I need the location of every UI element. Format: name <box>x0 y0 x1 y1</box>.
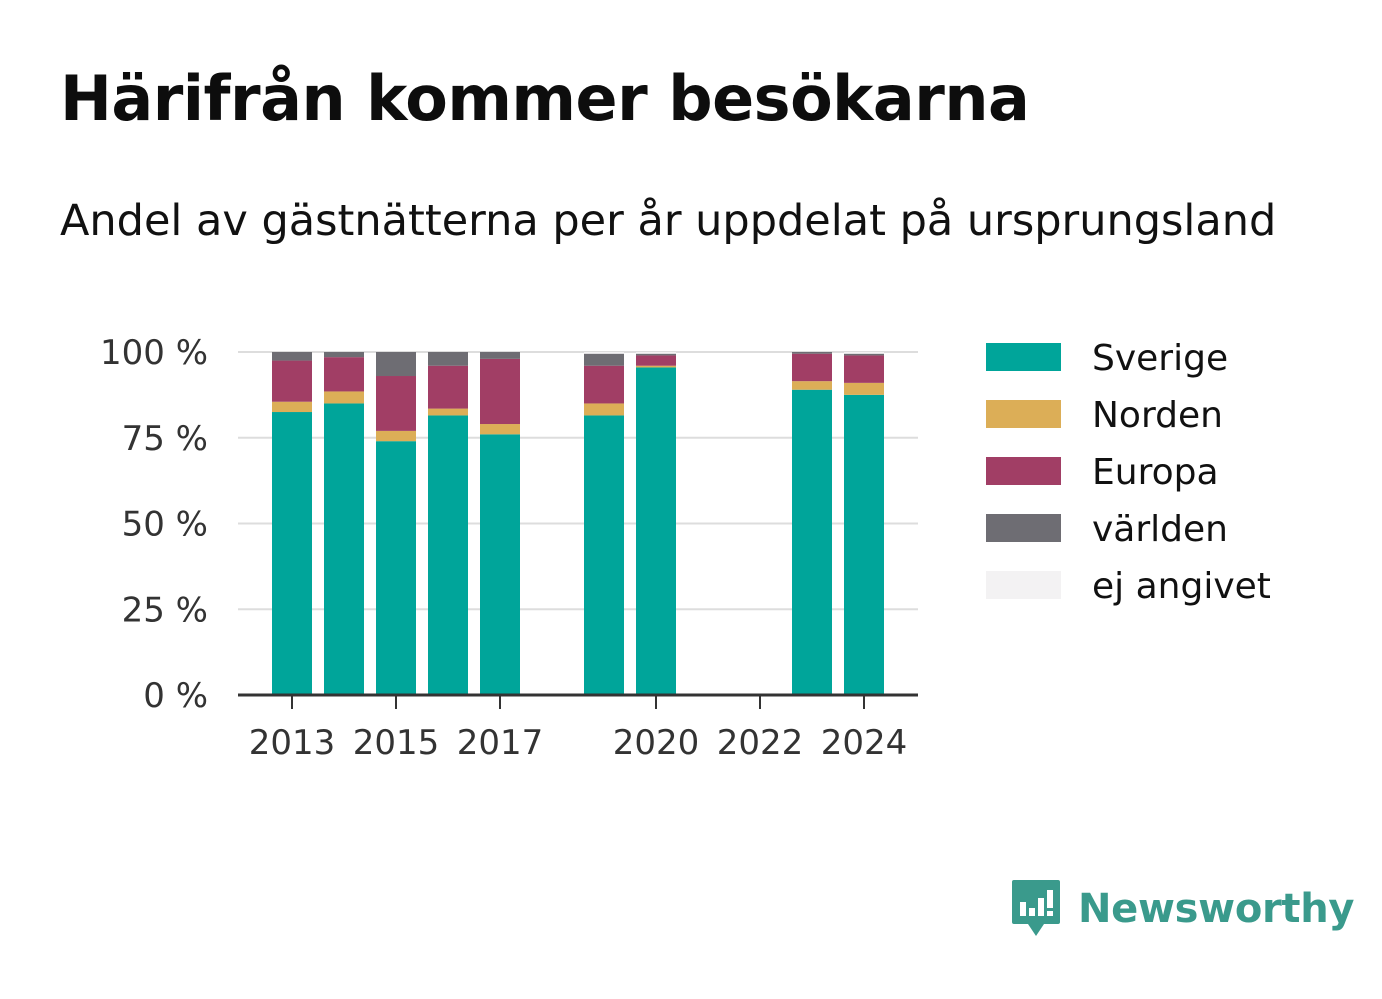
bar-segment <box>272 352 312 361</box>
bar-segment <box>272 412 312 695</box>
legend-label: ej angivet <box>1092 566 1271 607</box>
bar-segment <box>480 352 520 359</box>
newsworthy-logo: Newsworthy <box>1010 878 1355 940</box>
bar-segment <box>844 355 884 383</box>
bar-segment <box>428 408 468 416</box>
bar-segment <box>792 389 832 695</box>
bar-segment <box>584 403 624 416</box>
bar-segment <box>376 352 416 377</box>
bar-segment <box>480 424 520 435</box>
legend-label: Norden <box>1092 395 1223 436</box>
x-tick-label: 2024 <box>821 723 908 763</box>
bar-segment <box>584 415 624 695</box>
legend: Sverige Norden Europa världen ej angivet <box>986 338 1271 607</box>
bar-segment <box>584 352 624 354</box>
bar-segment <box>428 415 468 695</box>
bar-segment <box>480 358 520 425</box>
bar-segment <box>636 355 676 366</box>
legend-label: Europa <box>1092 452 1219 493</box>
legend-swatch <box>986 571 1061 599</box>
y-tick-label: 100 % <box>100 333 208 373</box>
legend-label: Sverige <box>1092 338 1228 379</box>
bar-segment <box>324 357 364 392</box>
bar-segment <box>584 365 624 404</box>
bar-segment <box>324 391 364 404</box>
bar-segment <box>844 352 884 354</box>
bar-segment <box>636 365 676 368</box>
bar-segment <box>792 381 832 390</box>
y-tick-label: 25 % <box>122 590 208 630</box>
bar-segment <box>844 382 884 395</box>
chart-title: Härifrån kommer besökarna <box>60 62 1030 135</box>
bar-segment <box>376 441 416 695</box>
x-tick-label: 2017 <box>457 723 544 763</box>
bar-segment <box>428 352 468 366</box>
newsworthy-logo-icon <box>1012 880 1060 936</box>
bar-segment <box>636 367 676 695</box>
bar-segment <box>636 352 676 354</box>
bar-segment <box>324 352 364 358</box>
y-tick-label: 50 % <box>122 505 208 545</box>
legend-swatch <box>986 457 1061 485</box>
legend-label: världen <box>1092 509 1228 550</box>
x-tick-label: 2015 <box>353 723 440 763</box>
bar-segment <box>376 376 416 431</box>
bar-segment <box>376 430 416 442</box>
bar-segment <box>844 394 884 695</box>
newsworthy-logo-text: Newsworthy <box>1078 886 1355 932</box>
bar-segment <box>480 434 520 695</box>
bar-segment <box>272 401 312 413</box>
bar-segment <box>272 360 312 402</box>
bar-segment <box>844 353 884 356</box>
bar-segment <box>636 353 676 356</box>
legend-swatch <box>986 400 1061 428</box>
bars <box>272 352 884 695</box>
x-tick-label: 2020 <box>613 723 700 763</box>
axes: 0 % 25 % 50 % 75 % 100 % 2013 2015 2017 2020 2022… <box>100 333 918 763</box>
y-tick-label: 75 % <box>122 419 208 459</box>
bar-segment <box>428 365 468 409</box>
bar-segment <box>324 403 364 695</box>
chart-subtitle: Andel av gästnätterna per år uppdelat på… <box>60 196 1277 246</box>
bar-segment <box>792 353 832 382</box>
x-tick-label: 2022 <box>717 723 804 763</box>
bar-segment <box>792 352 832 354</box>
bar-segment <box>584 353 624 366</box>
legend-swatch <box>986 343 1061 371</box>
legend-swatch <box>986 514 1061 542</box>
x-tick-label: 2013 <box>249 723 336 763</box>
y-tick-label: 0 % <box>143 676 208 716</box>
